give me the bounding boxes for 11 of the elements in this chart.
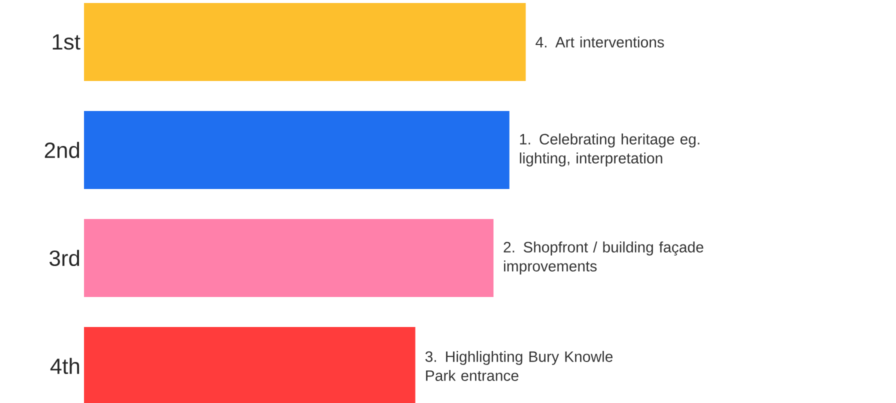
- annotation: 3. Highlighting Bury Knowle Park entrance: [425, 350, 613, 381]
- annotation: 2. Shopfront / building façade improvements: [504, 241, 704, 274]
- y-tick-label: 1st: [52, 34, 80, 50]
- y-tick-label: 4th: [50, 358, 80, 374]
- annotation: 4. Art interventions: [536, 36, 664, 48]
- y-tick-label: 2nd: [44, 142, 80, 158]
- annotation: 1. Celebrating heritage eg. lighting, interpretation: [520, 133, 700, 166]
- bar: [84, 110, 510, 189]
- y-tick-label: 3rd: [50, 250, 80, 266]
- bar: [84, 218, 494, 297]
- bar: [84, 3, 526, 81]
